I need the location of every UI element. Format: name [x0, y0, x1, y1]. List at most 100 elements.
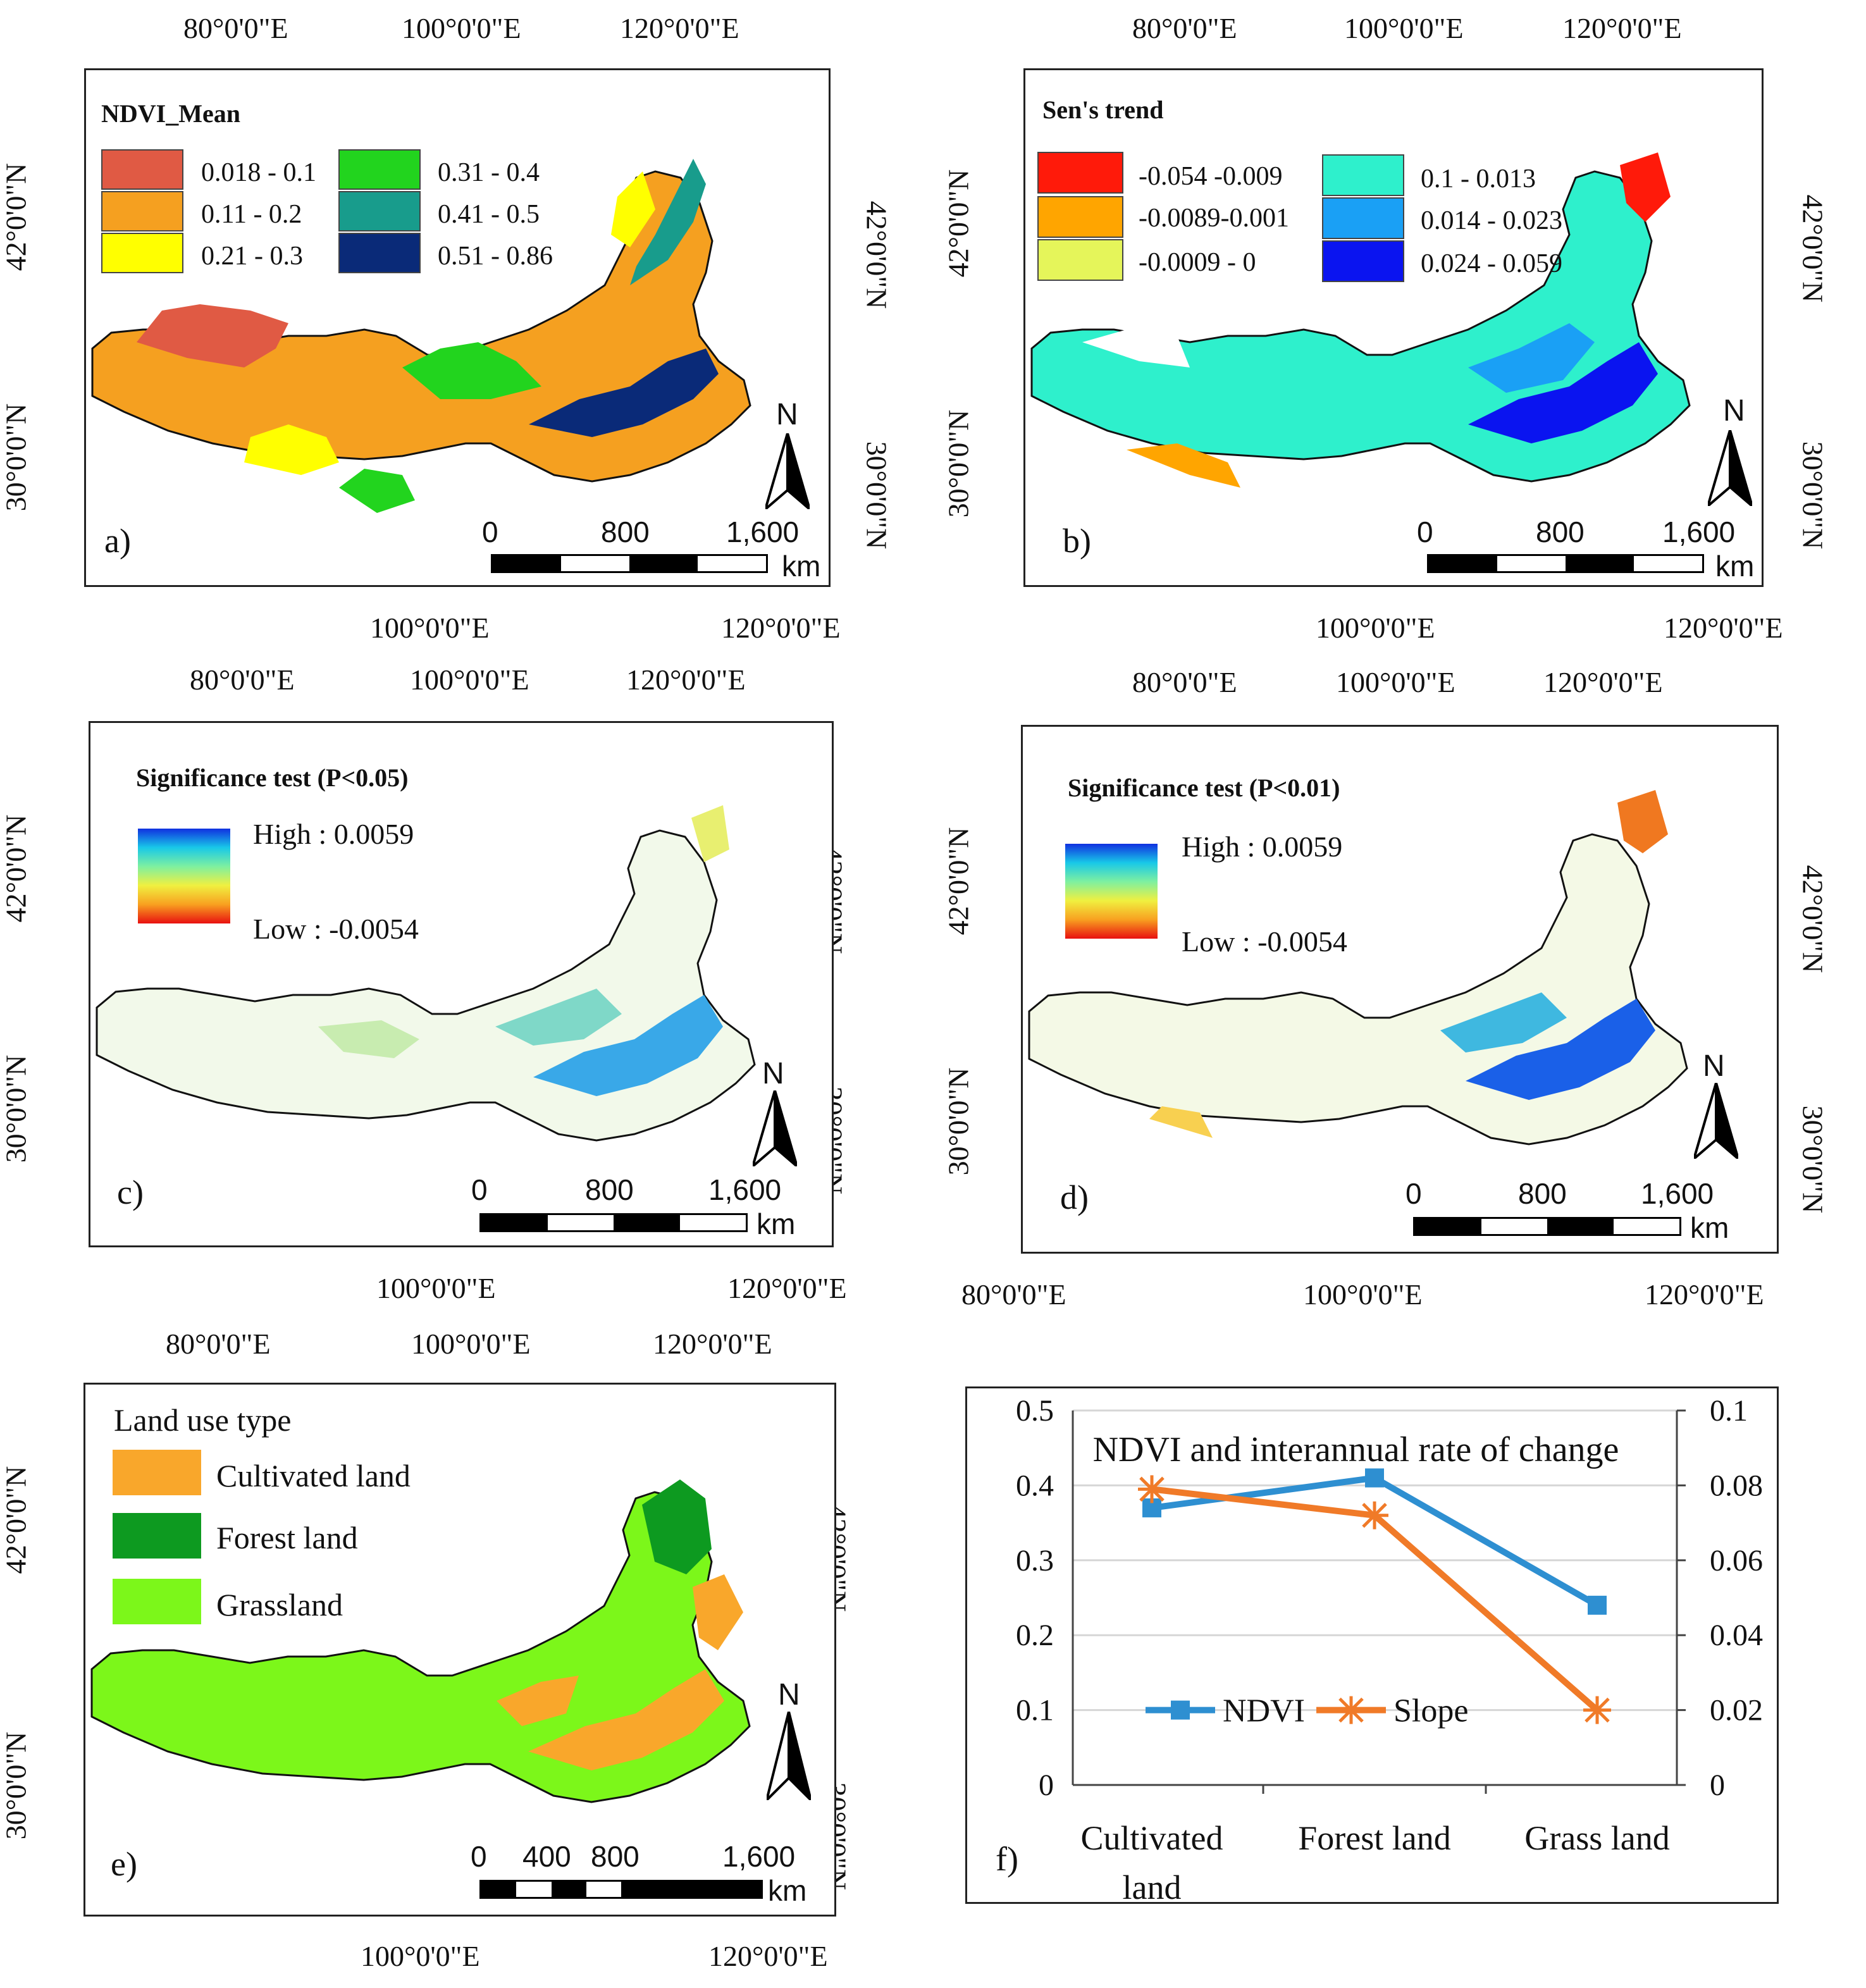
region-cultivated: [497, 1676, 579, 1726]
lon-bottom-label: 100°0'0"E: [361, 1940, 480, 1972]
scale-label: 1,600: [722, 1840, 796, 1873]
legend-label: Forest land: [216, 1520, 358, 1555]
legend-label: 0.018 - 0.1: [201, 158, 316, 187]
legend-title: NDVI_Mean: [101, 99, 240, 128]
y-left-tick-label: 0.3: [1016, 1544, 1054, 1577]
legend-label: 0.31 - 0.4: [438, 158, 540, 187]
region-forest: [630, 159, 706, 285]
legend-gradient: [138, 829, 230, 923]
legend-swatch: [1322, 154, 1404, 196]
region-increase: [1468, 323, 1595, 393]
lon-bottom-label: 80°0'0"E: [961, 1278, 1066, 1311]
legend-label: 0.41 - 0.5: [438, 200, 540, 229]
scale-bar: [479, 1880, 763, 1899]
legend-label: 0.014 - 0.023: [1421, 206, 1562, 235]
lon-top-label: 100°0'0"E: [1336, 666, 1455, 698]
lat-left-label: 30°0'0"N: [0, 1731, 32, 1840]
north-label: N: [1703, 1049, 1725, 1083]
north-arrow-icon: [765, 433, 810, 509]
north-arrow-icon: [767, 1712, 811, 1800]
lon-bottom-label: 100°0'0"E: [1316, 612, 1435, 644]
panel-letter: f): [996, 1840, 1018, 1878]
lon-top-label: 80°0'0"E: [166, 1328, 271, 1360]
legend-swatch: [338, 233, 421, 273]
region-forest: [642, 1479, 712, 1574]
region-high: [533, 995, 723, 1096]
y-right-tick-label: 0.06: [1710, 1544, 1763, 1577]
lon-top-label: 120°0'0"E: [1543, 666, 1663, 698]
legend-title: Significance test (P<0.05): [136, 763, 409, 792]
scale-label: 400: [522, 1840, 571, 1873]
legend-swatch: [113, 1579, 201, 1624]
x-category-label: land: [1123, 1868, 1182, 1906]
lon-bottom-label: 100°0'0"E: [370, 612, 490, 644]
y-left-tick-label: 0.4: [1016, 1469, 1054, 1502]
legend-swatch: [113, 1513, 201, 1559]
slope-point: [1138, 1475, 1166, 1503]
lat-left-label: 30°0'0"N: [0, 403, 32, 512]
slope-legend-label: Slope: [1393, 1693, 1468, 1729]
legend-swatch: [101, 191, 183, 232]
x-category-label: Grass land: [1524, 1819, 1669, 1857]
ndvi-mean-map: [91, 159, 751, 513]
scale-label: 1,600: [726, 516, 800, 548]
significance-005-map: [96, 805, 756, 1142]
ndvi-legend-label: NDVI: [1223, 1693, 1305, 1729]
x-category-label: Cultivated: [1081, 1819, 1223, 1857]
legend-swatch: [338, 149, 421, 190]
region-yellow: [244, 424, 339, 475]
slope-point: [1361, 1501, 1388, 1529]
legend-swatch: [1322, 197, 1404, 239]
scale-label: 1,600: [708, 1173, 782, 1206]
legend-swatch: [113, 1450, 201, 1495]
scale-bar: [1413, 1217, 1681, 1236]
legend-label: 0.1 - 0.013: [1421, 164, 1536, 194]
chart-title: NDVI and interannual rate of change: [1093, 1430, 1619, 1469]
lat-right-label: 42°0'0"N: [1796, 865, 1829, 973]
lat-left-label: 30°0'0"N: [942, 1067, 975, 1176]
north-label: N: [778, 1678, 800, 1712]
scale-label: 0: [1406, 1177, 1422, 1210]
lon-top-label: 80°0'0"E: [183, 12, 288, 44]
legend-title: Significance test (P<0.01): [1068, 774, 1340, 802]
panel-letter: c): [117, 1173, 144, 1211]
slope-legend-marker: [1337, 1696, 1365, 1724]
scale-label: 0: [482, 516, 498, 548]
y-right-tick-label: 0.1: [1710, 1394, 1748, 1428]
region-slight-decrease: [1127, 443, 1240, 488]
ndvi-slope-line-chart: 0 0.1 0.2 0.3 0.4 0.5 0 0.02 0.04 0.06 0.08 0.1 Cult…: [1016, 1394, 1763, 1906]
region-green: [339, 469, 415, 513]
lat-right-label: 30°0'0"N: [1796, 441, 1829, 550]
lon-top-label: 80°0'0"E: [1132, 666, 1237, 698]
scale-label: 800: [585, 1173, 634, 1206]
lon-top-label: 120°0'0"E: [1562, 12, 1682, 44]
scale-label: 800: [1518, 1177, 1567, 1210]
lon-top-label: 100°0'0"E: [411, 1328, 531, 1360]
y-right-tick-label: 0.08: [1710, 1469, 1763, 1502]
region-medium: [1440, 992, 1567, 1053]
significance-001-map: [1028, 790, 1688, 1145]
scale-label: 1,600: [1641, 1177, 1714, 1210]
lat-left-label: 42°0'0"N: [942, 169, 975, 278]
legend-low-label: Low : -0.0054: [1182, 925, 1347, 958]
north-arrow-icon: [1708, 430, 1752, 506]
lon-top-label: 80°0'0"E: [1132, 12, 1237, 44]
north-arrow-icon: [753, 1090, 797, 1166]
legend-label: Grassland: [216, 1587, 343, 1622]
legend-gradient: [1065, 844, 1158, 939]
scale-bar: [1427, 554, 1704, 573]
scale-label: 0: [471, 1840, 487, 1873]
legend-high-label: High : 0.0059: [1182, 830, 1343, 863]
region-slight-low: [1149, 1106, 1213, 1138]
land-use-map: [90, 1479, 751, 1803]
lat-left-label: 42°0'0"N: [942, 827, 975, 935]
ndvi-point: [1588, 1595, 1607, 1615]
legend-swatch: [1037, 239, 1123, 281]
legend-swatch: [101, 149, 183, 190]
region-low: [1617, 790, 1668, 853]
legend-label: 0.11 - 0.2: [201, 200, 302, 229]
scale-unit: km: [768, 1874, 807, 1907]
ndvi-legend-marker: [1171, 1700, 1190, 1720]
scale-label: 0: [471, 1173, 488, 1206]
lat-left-label: 42°0'0"N: [0, 1466, 32, 1574]
